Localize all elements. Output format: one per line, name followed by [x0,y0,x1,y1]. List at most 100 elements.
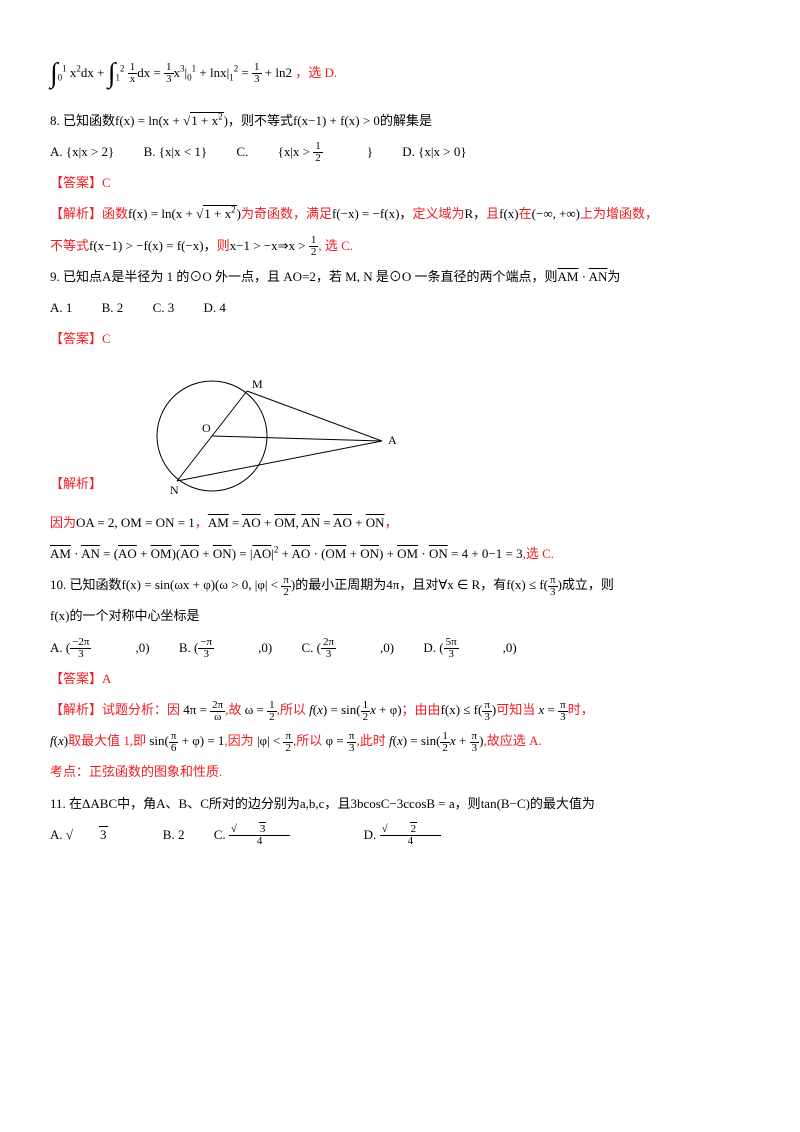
q10-sm3b: 由 [428,702,441,717]
q11-tan: tan(B−C) [481,796,530,811]
q9-opt-b: B. 2 [102,300,124,315]
q9-sol-line2: AM · AN = (AO + OM)(AO + ON) = |AO|2 + A… [50,540,750,569]
q10-s2end: ,故应选 A. [483,733,541,748]
q9-opt-d: D. 4 [203,300,225,315]
q9-a: A [102,269,111,284]
q9-opt-c: C. 3 [153,300,175,315]
label-m: M [252,377,263,391]
q9-sol2-end: ,选 C. [523,546,554,561]
q8-sol-mid1: 为奇函数，满足 [241,206,332,221]
q9-sol1-pre: 因为 [50,515,76,530]
q8-sol2-res: x−1 > −x⇒x > 12 [230,238,319,253]
q8-sol2-pre: 不等式 [50,238,89,253]
q11-opt-d: D. 24 [364,827,485,842]
q8-sol-mid4: 在 [519,206,532,221]
q11-opt-c: C. 34 [214,827,335,842]
q7-choice: ，选 D. [295,64,337,79]
q8-sol2-eq: f(x−1) > −f(x) = f(−x)， [89,238,217,253]
q10-sm4: 可知当 [496,702,535,717]
q10-mid2: 且对 [412,577,438,592]
q9-answer: 【答案】C [50,325,750,354]
q10-pre: 10. 已知函数 [50,577,122,592]
q10-opt-d: D. (5π3,0) [423,640,516,655]
label-n: N [170,483,179,497]
q10-sm2: ,所以 [277,702,306,717]
q8-sol-pre: 【解析】函数 [50,206,128,221]
q10-forall: ∀x ∈ R， [438,577,493,592]
q8-options: A. {x|x > 2} B. {x|x < 1} C. {x|x > 12} … [50,138,750,167]
q11-mid4: 则 [468,796,481,811]
q11-mid2: 所对的边分别为 [209,796,300,811]
q11-angles: A、B、C [156,796,209,811]
q10-sol-1: 【解析】试题分析：因 4π = 2πω,故 ω = 12,所以 f(x) = s… [50,696,750,725]
q8-solution-2: 不等式f(x−1) > −f(x) = f(−x)，则x−1 > −x⇒x > … [50,232,750,261]
q8-opt-c-pre: C. [236,144,251,159]
q11-tri: ΔABC [82,796,117,811]
q8-answer: 【答案】C [50,169,750,198]
q10-sm1: ,故 [225,702,241,717]
q10-cond2: f(x) ≤ f(π3) [441,702,497,717]
q8-suffix: 的解集是 [380,113,432,128]
q9-suffix: 为 [607,269,620,284]
q10-answer: 【答案】A [50,665,750,694]
q11-stem: 11. 在ΔABC中，角A、B、C所对的边分别为a,b,c，且3bcosC−3c… [50,790,750,819]
q9-sol1-mid: ， [195,515,208,530]
q11-mid1: 中，角 [117,796,156,811]
q8-sol-mid3: 且 [486,206,499,221]
q10-line2-fx: f(x) [50,608,70,623]
q10-sol-2: f(x)取最大值 1,即 sin(π6 + φ) = 1,因为 |φ| < π2… [50,727,750,756]
q11-mid3: 且 [337,796,350,811]
q10-s2: ω = 12 [245,702,277,717]
q9-vec: AM · AN [558,269,608,284]
q8-mid: 则不等式 [241,113,293,128]
circle-diagram: O M N A [102,356,402,506]
q10-s4: x = π3 [539,702,568,717]
q9-sol1-end: ， [385,515,398,530]
q9-opt-a: A. 1 [50,300,72,315]
q10-s2e2: |φ| < π2 [257,733,293,748]
q10-s2m3: ,所以 [293,733,322,748]
q8-sol-eq1: f(−x) = −f(x)， [332,206,412,221]
q11-pre: 11. 在 [50,796,82,811]
q8-opt-c: C. {x|x > 12} [236,144,373,159]
q10-options: A. (−2π3,0) B. (−π3,0) C. (2π3,0) D. (5π… [50,634,750,663]
q8-stem: 8. 已知函数f(x) = ln(x + 1 + x2)，则不等式f(x−1) … [50,107,750,136]
q8-prefix: 8. 已知函数 [50,113,115,128]
q9-stem: 9. 已知点A是半径为 1 的⊙O 外一点，且 AO=2，若 M, N 是⊙O … [50,263,750,292]
q8-sol-fx: f(x) [499,206,519,221]
q10-func: f(x) = sin(ωx + φ)(ω > 0, |φ| < π2) [122,577,296,592]
q10-mid1: 的最小正周期为 [295,577,386,592]
q10-s2e3: φ = π3 [326,733,357,748]
q8-sol2-end: , 选 C. [318,238,353,253]
q7-formula: ∫01 x2dx + ∫12 1xdx = 13x3|01 + lnx|12 =… [50,43,750,105]
q11-eq: 3bcosC−3ccosB = a， [350,796,467,811]
q9-options: A. 1 B. 2 C. 3 D. 4 [50,294,750,323]
q8-sol2-mid: 则 [217,238,230,253]
q10-mid3: 有 [493,577,506,592]
q8-opt-a: A. {x|x > 2} [50,144,114,159]
q10-sm3: ；由 [402,702,428,717]
q10-s2m2: ,因为 [224,733,253,748]
q10-opt-a: A. (−2π3,0) [50,640,150,655]
q9-diagram-row: 【解析】 O M N A [50,356,750,506]
q8-opt-d: D. {x|x > 0} [402,144,466,159]
line-na [177,441,382,481]
q8-sol-mid2: 定义域为 [412,206,464,221]
q8-sol-mid5: 上为增函数， [580,206,658,221]
q11-opt-a: A. 3 [50,827,134,842]
q10-s2m1: 取最大值 1,即 [68,733,146,748]
q9-pre: 9. 已知点 [50,269,102,284]
q10-opt-c: C. (2π3,0) [301,640,394,655]
q9-sol1-eq: OA = 2, OM = ON = 1 [76,515,195,530]
q8-solution-1: 【解析】函数f(x) = ln(x + 1 + x2)为奇函数，满足f(−x) … [50,200,750,229]
q10-sm5: 时， [568,702,594,717]
q8-func: f(x) = ln(x + 1 + x2)， [115,112,241,128]
q10-mid4: 成立，则 [562,577,614,592]
q10-s2e1: sin(π6 + φ) = 1 [149,733,224,748]
q10-s2e4: f(x) = sin(12x + π3) [389,733,483,748]
q8-ineq: f(x−1) + f(x) > 0 [293,113,380,128]
q10-s2-fx: f(x) [50,733,68,748]
q10-s1: 4π = 2πω [183,702,225,717]
q11-sides: a,b,c， [300,796,338,811]
q10-s2m4: ,此时 [356,733,385,748]
